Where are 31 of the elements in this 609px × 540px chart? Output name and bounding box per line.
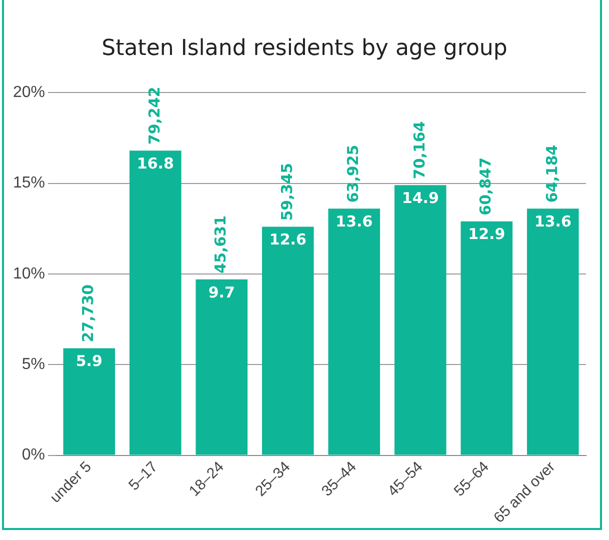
annotation: 63,925 (344, 144, 362, 203)
bar (63, 348, 116, 455)
bar (129, 150, 182, 455)
bar (196, 279, 248, 455)
data-label: 12.9 (468, 225, 506, 244)
data-label: 12.6 (269, 230, 306, 249)
x-tick-label: 65 and over (490, 458, 559, 526)
bar (328, 208, 380, 455)
data-label: 13.6 (336, 212, 373, 231)
annotation: 79,242 (145, 86, 164, 145)
y-tick-label: 20% (12, 84, 46, 102)
annotation: 60,847 (476, 157, 495, 216)
data-label: 9.7 (208, 283, 235, 302)
y-tick-label: 10% (12, 265, 46, 282)
y-tick-label: 0% (22, 446, 46, 464)
y-tick-label: 5% (22, 356, 46, 373)
bar (262, 226, 314, 455)
chart-title: Staten Island residents by age group (100, 36, 508, 61)
annotation: 59,345 (278, 162, 296, 221)
bar (460, 221, 513, 455)
data-label: 14.9 (402, 188, 439, 207)
bar (394, 185, 446, 455)
annotation: 70,164 (410, 121, 428, 180)
data-label: 13.6 (534, 212, 572, 231)
annotation: 27,730 (79, 284, 98, 342)
data-label: 5.9 (76, 352, 102, 370)
bar (526, 208, 579, 455)
y-tick-label: 15% (12, 174, 46, 192)
data-label: 16.8 (136, 154, 174, 173)
annotation: 45,631 (212, 215, 230, 274)
annotation: 64,184 (542, 144, 561, 203)
